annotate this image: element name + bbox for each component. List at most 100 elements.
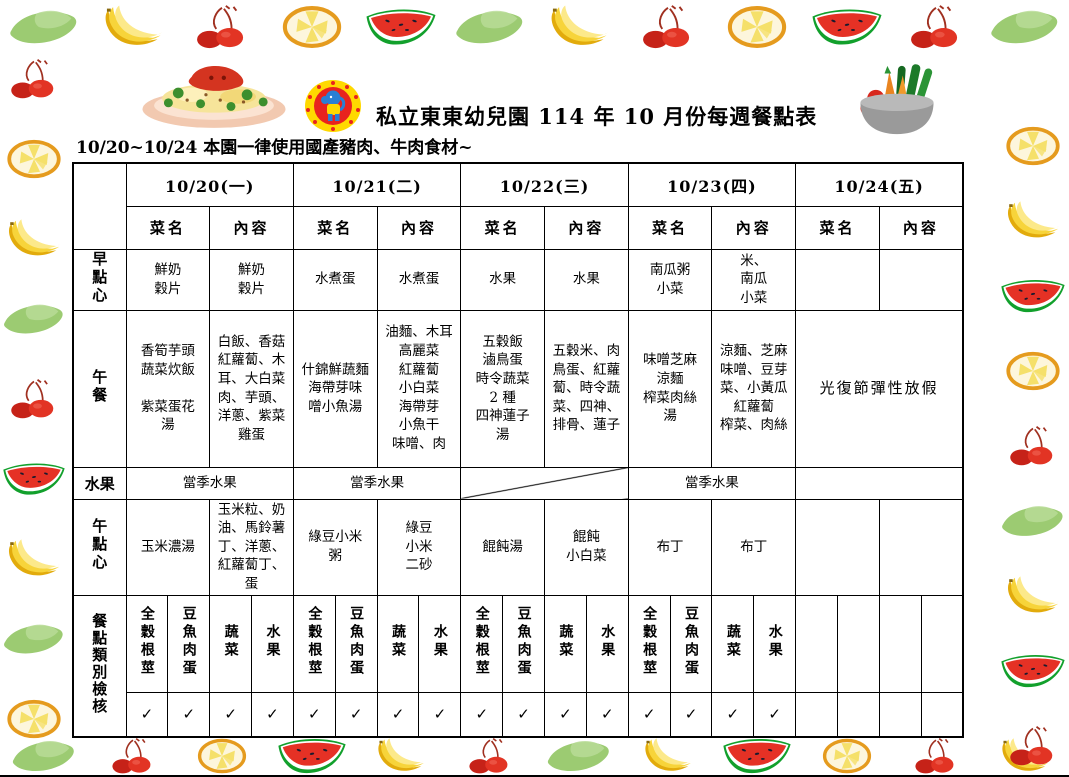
- category-cell: 豆魚肉蛋: [669, 594, 713, 693]
- subheader-dish: 菜名: [627, 205, 713, 250]
- menu-cell: [878, 248, 964, 311]
- checkmark-cell: ✓: [418, 691, 462, 738]
- banana-icon: [632, 737, 704, 775]
- vegetable-basket: [852, 62, 942, 137]
- category-cell: [878, 594, 922, 693]
- watermelon-icon: [365, 4, 437, 50]
- holiday-cell: 光復節彈性放假: [795, 309, 964, 468]
- menu-cell: 涼麵、芝麻 味噌、豆芽 菜、小黃瓜 紅蘿蔔 榨菜、肉絲: [711, 309, 797, 468]
- menu-cell: [795, 466, 964, 500]
- page-subtitle: 10/20~10/24 本園一律使用國產豬肉、牛肉食材~: [76, 138, 473, 158]
- day-header-tue: 10/21(二): [292, 162, 462, 207]
- menu-cell: 味噌芝麻 涼麵 榨菜肉絲 湯: [627, 309, 713, 468]
- watermelon-icon: [1000, 650, 1066, 692]
- cherry-icon: [632, 4, 704, 50]
- banana-icon: [1000, 575, 1066, 617]
- menu-cell: 綠豆小米 粥: [292, 498, 378, 596]
- meal-table: 10/20(一) 10/21(二) 10/22(三) 10/23(四) 10/2…: [72, 162, 965, 739]
- menu-cell: 米、 南瓜 小菜: [711, 248, 797, 311]
- lime-icon: [8, 4, 80, 50]
- pineapple-icon: [186, 737, 258, 775]
- menu-cell: 當季水果: [292, 466, 462, 500]
- category-cell: 全穀根莖: [125, 594, 169, 693]
- lime-icon: [989, 4, 1061, 50]
- menu-cell: 玉米粒、奶 油、馬鈴薯 丁、洋蔥、 紅蘿蔔丁、 蛋: [209, 498, 294, 596]
- cherry-icon: [900, 4, 972, 50]
- banana-icon: [2, 538, 66, 580]
- category-cell: 蔬菜: [209, 594, 253, 693]
- category-cell: [920, 594, 964, 693]
- banana-icon: [543, 4, 615, 50]
- category-cell: 豆魚肉蛋: [167, 594, 211, 693]
- category-cell: 蔬菜: [711, 594, 755, 693]
- row-label-category-check: 餐點類別檢核: [72, 594, 127, 738]
- pineapple-icon: [1000, 125, 1066, 167]
- banana-icon: [97, 4, 169, 50]
- checkmark-cell: ✓: [502, 691, 545, 738]
- watermelon-icon: [1000, 275, 1066, 317]
- checkmark-cell: ✓: [544, 691, 587, 738]
- subheader-dish: 菜名: [460, 205, 545, 250]
- checkmark-cell: ✓: [669, 691, 713, 738]
- menu-cell: 當季水果: [125, 466, 294, 500]
- watermelon-icon: [811, 4, 883, 50]
- checkmark-cell: [795, 691, 838, 738]
- menu-cell: 玉米濃湯: [125, 498, 211, 596]
- lime-icon: [543, 737, 615, 775]
- cherry-icon: [900, 737, 972, 775]
- pineapple-icon: [276, 4, 348, 50]
- menu-cell: 油麵、木耳 高麗菜 紅蘿蔔 小白菜 海帶芽 小魚干 味噌、肉: [376, 309, 462, 468]
- menu-cell: 南瓜粥 小菜: [627, 248, 713, 311]
- row-label-fruit: 水果: [72, 466, 127, 500]
- menu-cell: 布丁: [711, 498, 797, 596]
- day-header-fri: 10/24(五): [795, 162, 964, 207]
- lime-icon: [2, 618, 66, 660]
- crossed-out-cell: [460, 466, 629, 500]
- category-cell: [795, 594, 838, 693]
- menu-cell: [878, 498, 964, 596]
- row-label-lunch: 午餐: [72, 309, 127, 468]
- category-cell: 全穀根莖: [292, 594, 336, 693]
- menu-cell: 布丁: [627, 498, 713, 596]
- subheader-content: 內容: [376, 205, 462, 250]
- pineapple-icon: [2, 698, 66, 740]
- checkmark-cell: ✓: [753, 691, 797, 738]
- lime-icon: [454, 4, 526, 50]
- corner-cell: [72, 162, 127, 250]
- checkmark-cell: ✓: [376, 691, 420, 738]
- pineapple-icon: [2, 138, 66, 180]
- school-logo: [303, 78, 363, 134]
- subheader-content: 內容: [544, 205, 629, 250]
- day-header-thu: 10/23(四): [627, 162, 797, 207]
- watermelon-icon: [721, 737, 793, 775]
- cherry-icon: [97, 737, 169, 775]
- cherry-icon: [454, 737, 526, 775]
- menu-cell: 水果: [544, 248, 629, 311]
- category-cell: 豆魚肉蛋: [502, 594, 545, 693]
- subheader-dish: 菜名: [795, 205, 880, 250]
- banana-icon: [1000, 200, 1066, 242]
- lime-icon: [2, 298, 66, 340]
- checkmark-cell: ✓: [585, 691, 629, 738]
- checkmark-cell: ✓: [627, 691, 671, 738]
- subheader-content: 內容: [209, 205, 294, 250]
- banana-icon: [2, 218, 66, 260]
- checkmark-cell: ✓: [711, 691, 755, 738]
- pineapple-icon: [1000, 350, 1066, 392]
- category-cell: [836, 594, 880, 693]
- day-header-mon: 10/20(一): [125, 162, 294, 207]
- checkmark-cell: ✓: [167, 691, 211, 738]
- category-cell: 豆魚肉蛋: [334, 594, 378, 693]
- watermelon-icon: [276, 737, 348, 775]
- banana-icon: [365, 737, 437, 775]
- menu-cell: [795, 498, 880, 596]
- menu-cell: 餛飩 小白菜: [544, 498, 629, 596]
- category-cell: 全穀根莖: [460, 594, 504, 693]
- cherry-icon: [1000, 725, 1066, 767]
- cherry-icon: [186, 4, 258, 50]
- category-cell: 水果: [753, 594, 797, 693]
- fried-rice-plate: [138, 55, 290, 131]
- subheader-dish: 菜名: [125, 205, 211, 250]
- menu-cell: 白飯、香菇 紅蘿蔔、木 耳、大白菜 肉、芋頭、 洋蔥、紫菜 雞蛋: [209, 309, 294, 468]
